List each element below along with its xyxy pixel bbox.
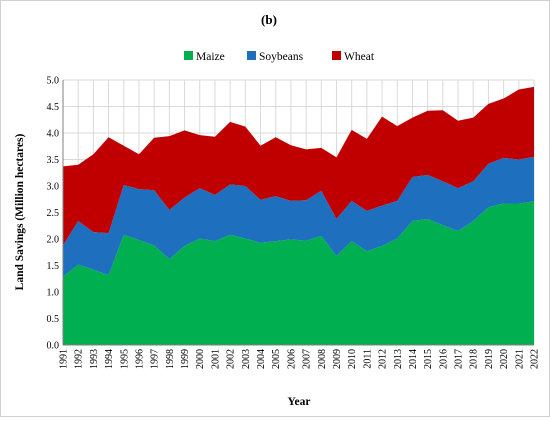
y-tick-label: 0.0 [47, 341, 60, 352]
x-tick-label: 1996 [134, 349, 145, 369]
x-tick-label: 2002 [226, 349, 237, 369]
legend-label-maize: Maize [196, 51, 225, 63]
x-tick-labels: 1991 1992 1993 1994 1995 1996 1997 1998 1999 2000… [59, 349, 541, 369]
y-tick-label: 4.0 [47, 129, 60, 140]
x-tick-label: 1993 [89, 349, 100, 369]
x-tick-label: 2006 [286, 349, 297, 369]
x-tick-label: 1997 [150, 349, 161, 369]
area-maize [63, 201, 534, 345]
x-tick-label: 2017 [454, 349, 465, 369]
legend-label-wheat: Wheat [344, 51, 375, 63]
y-tick-label: 1.5 [47, 261, 60, 272]
x-tick-label: 1999 [180, 349, 191, 369]
x-tick-label: 2001 [210, 349, 221, 369]
x-tick-label: 2009 [332, 349, 343, 369]
y-axis-title: Land Savings (Million hectares) [14, 134, 26, 291]
x-tick-label: 2010 [347, 349, 358, 369]
x-tick-label: 2018 [469, 349, 480, 369]
panel-label: (b) [261, 12, 277, 27]
x-tick-label: 2008 [317, 349, 328, 369]
legend: Maize Soybeans Wheat [184, 51, 375, 63]
legend-label-soybeans: Soybeans [259, 51, 304, 63]
x-tick-label: 2014 [408, 349, 419, 369]
x-tick-label: 2005 [271, 349, 282, 369]
area-wheat [63, 86, 534, 246]
y-tick-label: 2.5 [47, 208, 60, 219]
x-tick-label: 2012 [378, 349, 389, 369]
x-tick-label: 2003 [241, 349, 252, 369]
legend-swatch-soybeans [247, 51, 256, 60]
y-tick-label: 2.0 [47, 235, 60, 246]
y-tick-labels: 0.0 0.5 1.0 1.5 2.0 2.5 3.0 3.5 4.0 4.5 5.0 [47, 76, 60, 352]
stacked-areas [63, 86, 534, 345]
x-tick-label: 2021 [514, 349, 525, 369]
y-tick-label: 0.5 [47, 314, 60, 325]
x-tick-label: 2022 [530, 349, 541, 369]
y-tick-label: 1.0 [47, 288, 60, 299]
area-soybeans [63, 156, 534, 277]
y-tick-label: 4.5 [47, 102, 60, 113]
x-tick-label: 1995 [119, 349, 130, 369]
x-tick-label: 1992 [74, 349, 85, 369]
x-tick-label: 2015 [423, 349, 434, 369]
x-tick-label: 2004 [256, 349, 267, 369]
x-tick-label: 2007 [302, 349, 313, 369]
legend-swatch-wheat [332, 51, 341, 60]
x-tick-label: 2000 [195, 349, 206, 369]
x-tick-label: 1991 [59, 349, 70, 369]
x-tick-label: 2011 [362, 349, 373, 369]
legend-swatch-maize [184, 51, 193, 60]
x-axis-title: Year [288, 396, 311, 408]
x-tick-label: 2019 [484, 349, 495, 369]
x-tick-label: 2016 [438, 349, 449, 369]
y-tick-label: 3.5 [47, 155, 60, 166]
x-tick-label: 1998 [165, 349, 176, 369]
x-tick-label: 1994 [104, 349, 115, 369]
y-tick-label: 5.0 [47, 76, 60, 87]
x-tick-label: 2020 [499, 349, 510, 369]
x-tick-label: 2013 [393, 349, 404, 369]
y-tick-label: 3.0 [47, 182, 60, 193]
axes [62, 80, 534, 346]
